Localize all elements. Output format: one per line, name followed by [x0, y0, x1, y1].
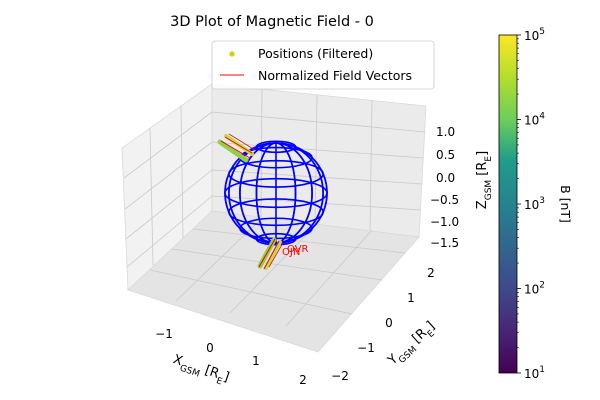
legend-box — [211, 40, 435, 90]
x-tick-label: 2 — [299, 373, 307, 387]
z-tick-labels: −1.5 −1.0 −0.5 0.0 0.5 1.0 — [430, 125, 459, 250]
y-tick-labels: −2 −1 0 1 2 — [331, 266, 435, 383]
colorbar-ticks: 101 102 103 104 105 — [517, 27, 545, 381]
x-tick-label: 1 — [252, 354, 260, 368]
station-label-ovr: OVR — [287, 244, 309, 255]
position-track — [217, 139, 249, 163]
legend-label-positions: Positions (Filtered) — [258, 46, 373, 61]
y-tick-label: 1 — [407, 291, 415, 305]
z-tick-label: 0.5 — [436, 148, 455, 162]
y-tick-label: 0 — [385, 316, 393, 330]
longitude-line — [228, 142, 324, 244]
x-tick-labels: −1 0 1 2 — [155, 327, 307, 387]
y-axis-label: YGSM [RE] — [385, 319, 441, 372]
colorbar-gradient — [498, 34, 518, 374]
colorbar-tick-label: 105 — [524, 27, 545, 43]
legend-label-vectors: Normalized Field Vectors — [258, 68, 412, 83]
y-tick-label: −2 — [331, 369, 349, 383]
field-vector — [263, 240, 280, 270]
y-tick-label: −1 — [357, 341, 375, 355]
legend: Positions (Filtered) Normalized Field Ve… — [211, 40, 435, 90]
y-tick-label: 2 — [427, 266, 435, 280]
x-axis-label: XGSM [RE] — [170, 352, 231, 389]
z-tick-label: −1.5 — [430, 236, 459, 250]
colorbar-label: B [nT] — [558, 185, 573, 223]
earth-sphere — [224, 140, 328, 246]
z-tick-label: −0.5 — [430, 193, 459, 207]
colorbar-tick-label: 103 — [524, 196, 545, 212]
field-vector — [258, 238, 276, 268]
grid-lines — [123, 88, 426, 327]
legend-marker-positions — [229, 51, 235, 57]
field-tracks — [217, 133, 284, 270]
z-tick-label: 1.0 — [436, 125, 455, 139]
x-tick-label: 0 — [206, 341, 214, 355]
field-vector — [228, 133, 256, 151]
colorbar-tick-label: 102 — [524, 281, 545, 297]
field-vector — [268, 242, 284, 268]
z-tick-label: −1.0 — [430, 215, 459, 229]
station-label-ojn: OJN — [282, 247, 300, 258]
axes-3d — [121, 83, 427, 353]
field-vector — [224, 136, 253, 154]
x-tick-label: −1 — [155, 327, 173, 341]
colorbar-tick-label: 104 — [524, 112, 545, 128]
z-axis-label: ZGSM [RE] — [475, 151, 494, 209]
position-track — [264, 240, 282, 270]
field-vector — [220, 140, 251, 159]
colorbar-tick-label: 101 — [524, 365, 545, 381]
colorbar: 101 102 103 104 105 B [nT] — [498, 27, 573, 381]
chart-title: 3D Plot of Magnetic Field - 0 — [170, 14, 374, 30]
z-tick-label: 0.0 — [436, 171, 455, 185]
